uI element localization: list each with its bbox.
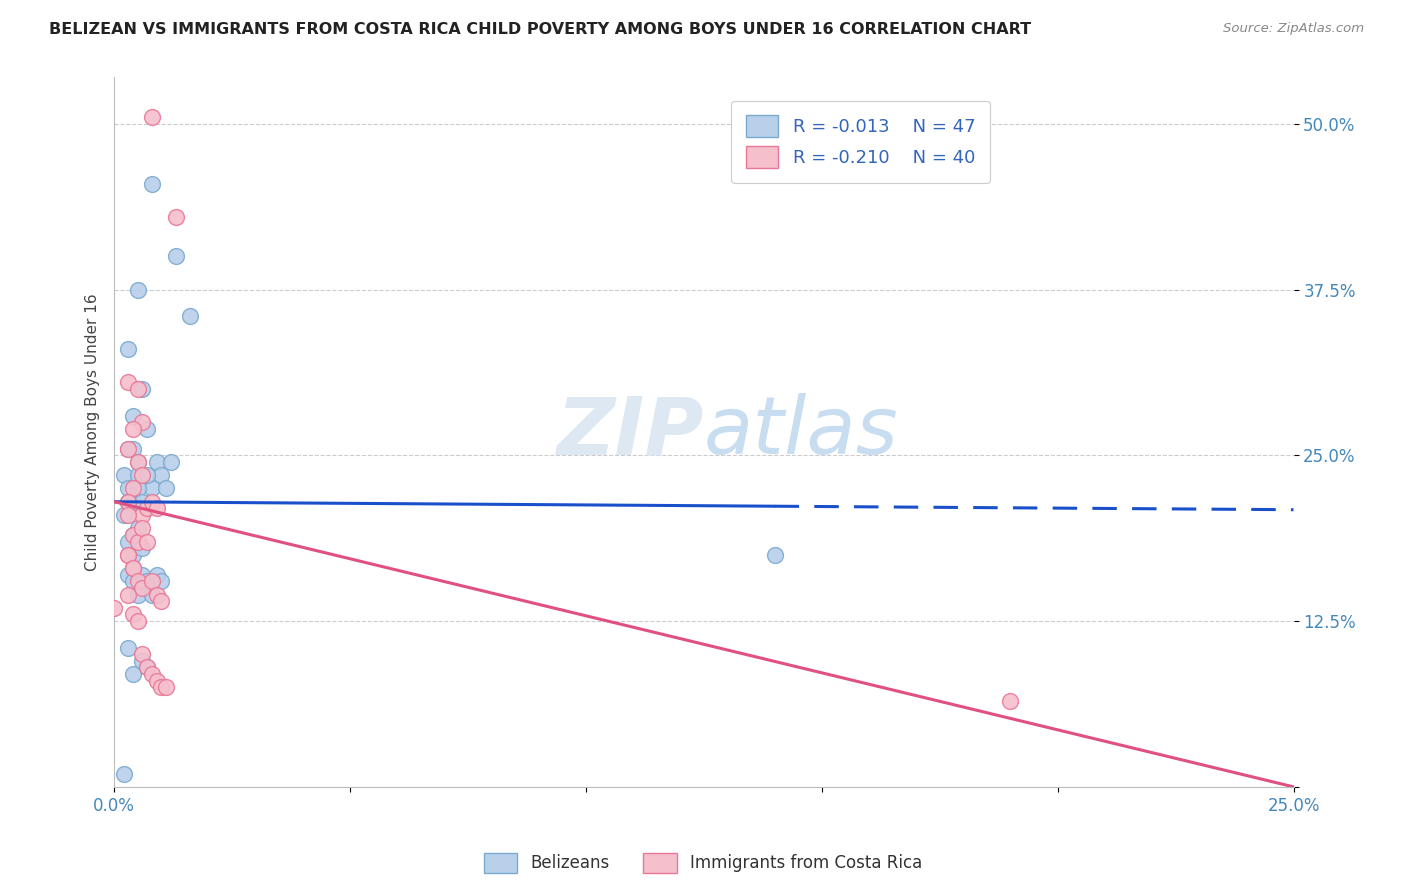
Point [122,495,145,509]
Point [141,495,163,509]
Point [117,534,139,549]
Point [122,422,145,436]
Point [159,455,181,469]
Point [112,468,135,483]
Point [131,468,153,483]
Point [117,567,139,582]
Point [112,766,135,780]
Point [127,468,149,483]
Point [117,376,139,390]
Point [136,422,159,436]
Point [127,283,149,297]
Point [117,442,139,456]
Point [141,588,163,602]
Point [763,548,786,562]
Point [150,468,173,483]
Point [122,442,145,456]
Point [136,468,159,483]
Point [127,382,149,396]
Point [155,482,177,496]
Point [122,561,145,575]
Point [122,528,145,542]
Point [141,110,163,124]
Point [131,647,153,661]
Point [136,660,159,674]
Text: Source: ZipAtlas.com: Source: ZipAtlas.com [1223,22,1364,36]
Point [117,442,139,456]
Point [131,382,153,396]
Point [117,548,139,562]
Point [117,548,139,562]
Point [136,660,159,674]
Point [145,567,167,582]
Point [141,667,163,681]
Point [117,495,139,509]
Point [117,495,139,509]
Point [131,495,153,509]
Legend: Belizeans, Immigrants from Costa Rica: Belizeans, Immigrants from Costa Rica [477,847,929,880]
Point [122,548,145,562]
Point [127,482,149,496]
Point [179,309,201,323]
Point [127,455,149,469]
Point [150,594,173,608]
Point [145,588,167,602]
Point [122,574,145,589]
Point [145,673,167,688]
Point [112,508,135,522]
Point [131,654,153,668]
Point [131,581,153,595]
Point [141,482,163,496]
Point [117,508,139,522]
Point [127,534,149,549]
Point [131,508,153,522]
Point [127,455,149,469]
Point [117,343,139,357]
Point [141,574,163,589]
Point [127,574,149,589]
Point [117,640,139,655]
Point [117,482,139,496]
Point [122,495,145,509]
Point [117,495,139,509]
Point [122,561,145,575]
Point [150,681,173,695]
Text: atlas: atlas [704,393,898,471]
Point [131,468,153,483]
Point [136,574,159,589]
Point [131,521,153,535]
Point [103,600,125,615]
Point [122,409,145,423]
Point [165,210,187,224]
Point [165,249,187,263]
Point [150,574,173,589]
Point [122,667,145,681]
Point [131,541,153,556]
Point [117,588,139,602]
Point [141,177,163,191]
Text: BELIZEAN VS IMMIGRANTS FROM COSTA RICA CHILD POVERTY AMONG BOYS UNDER 16 CORRELA: BELIZEAN VS IMMIGRANTS FROM COSTA RICA C… [49,22,1032,37]
Point [131,567,153,582]
Point [127,588,149,602]
Y-axis label: Child Poverty Among Boys Under 16: Child Poverty Among Boys Under 16 [86,293,100,571]
Point [122,528,145,542]
Point [127,614,149,628]
Point [122,607,145,622]
Point [1000,693,1022,707]
Legend: R = -0.013    N = 47, R = -0.210    N = 40: R = -0.013 N = 47, R = -0.210 N = 40 [731,101,990,183]
Point [127,521,149,535]
Point [155,681,177,695]
Point [145,455,167,469]
Point [136,534,159,549]
Text: ZIP: ZIP [557,393,704,471]
Point [131,415,153,429]
Point [145,501,167,516]
Point [122,482,145,496]
Point [136,501,159,516]
